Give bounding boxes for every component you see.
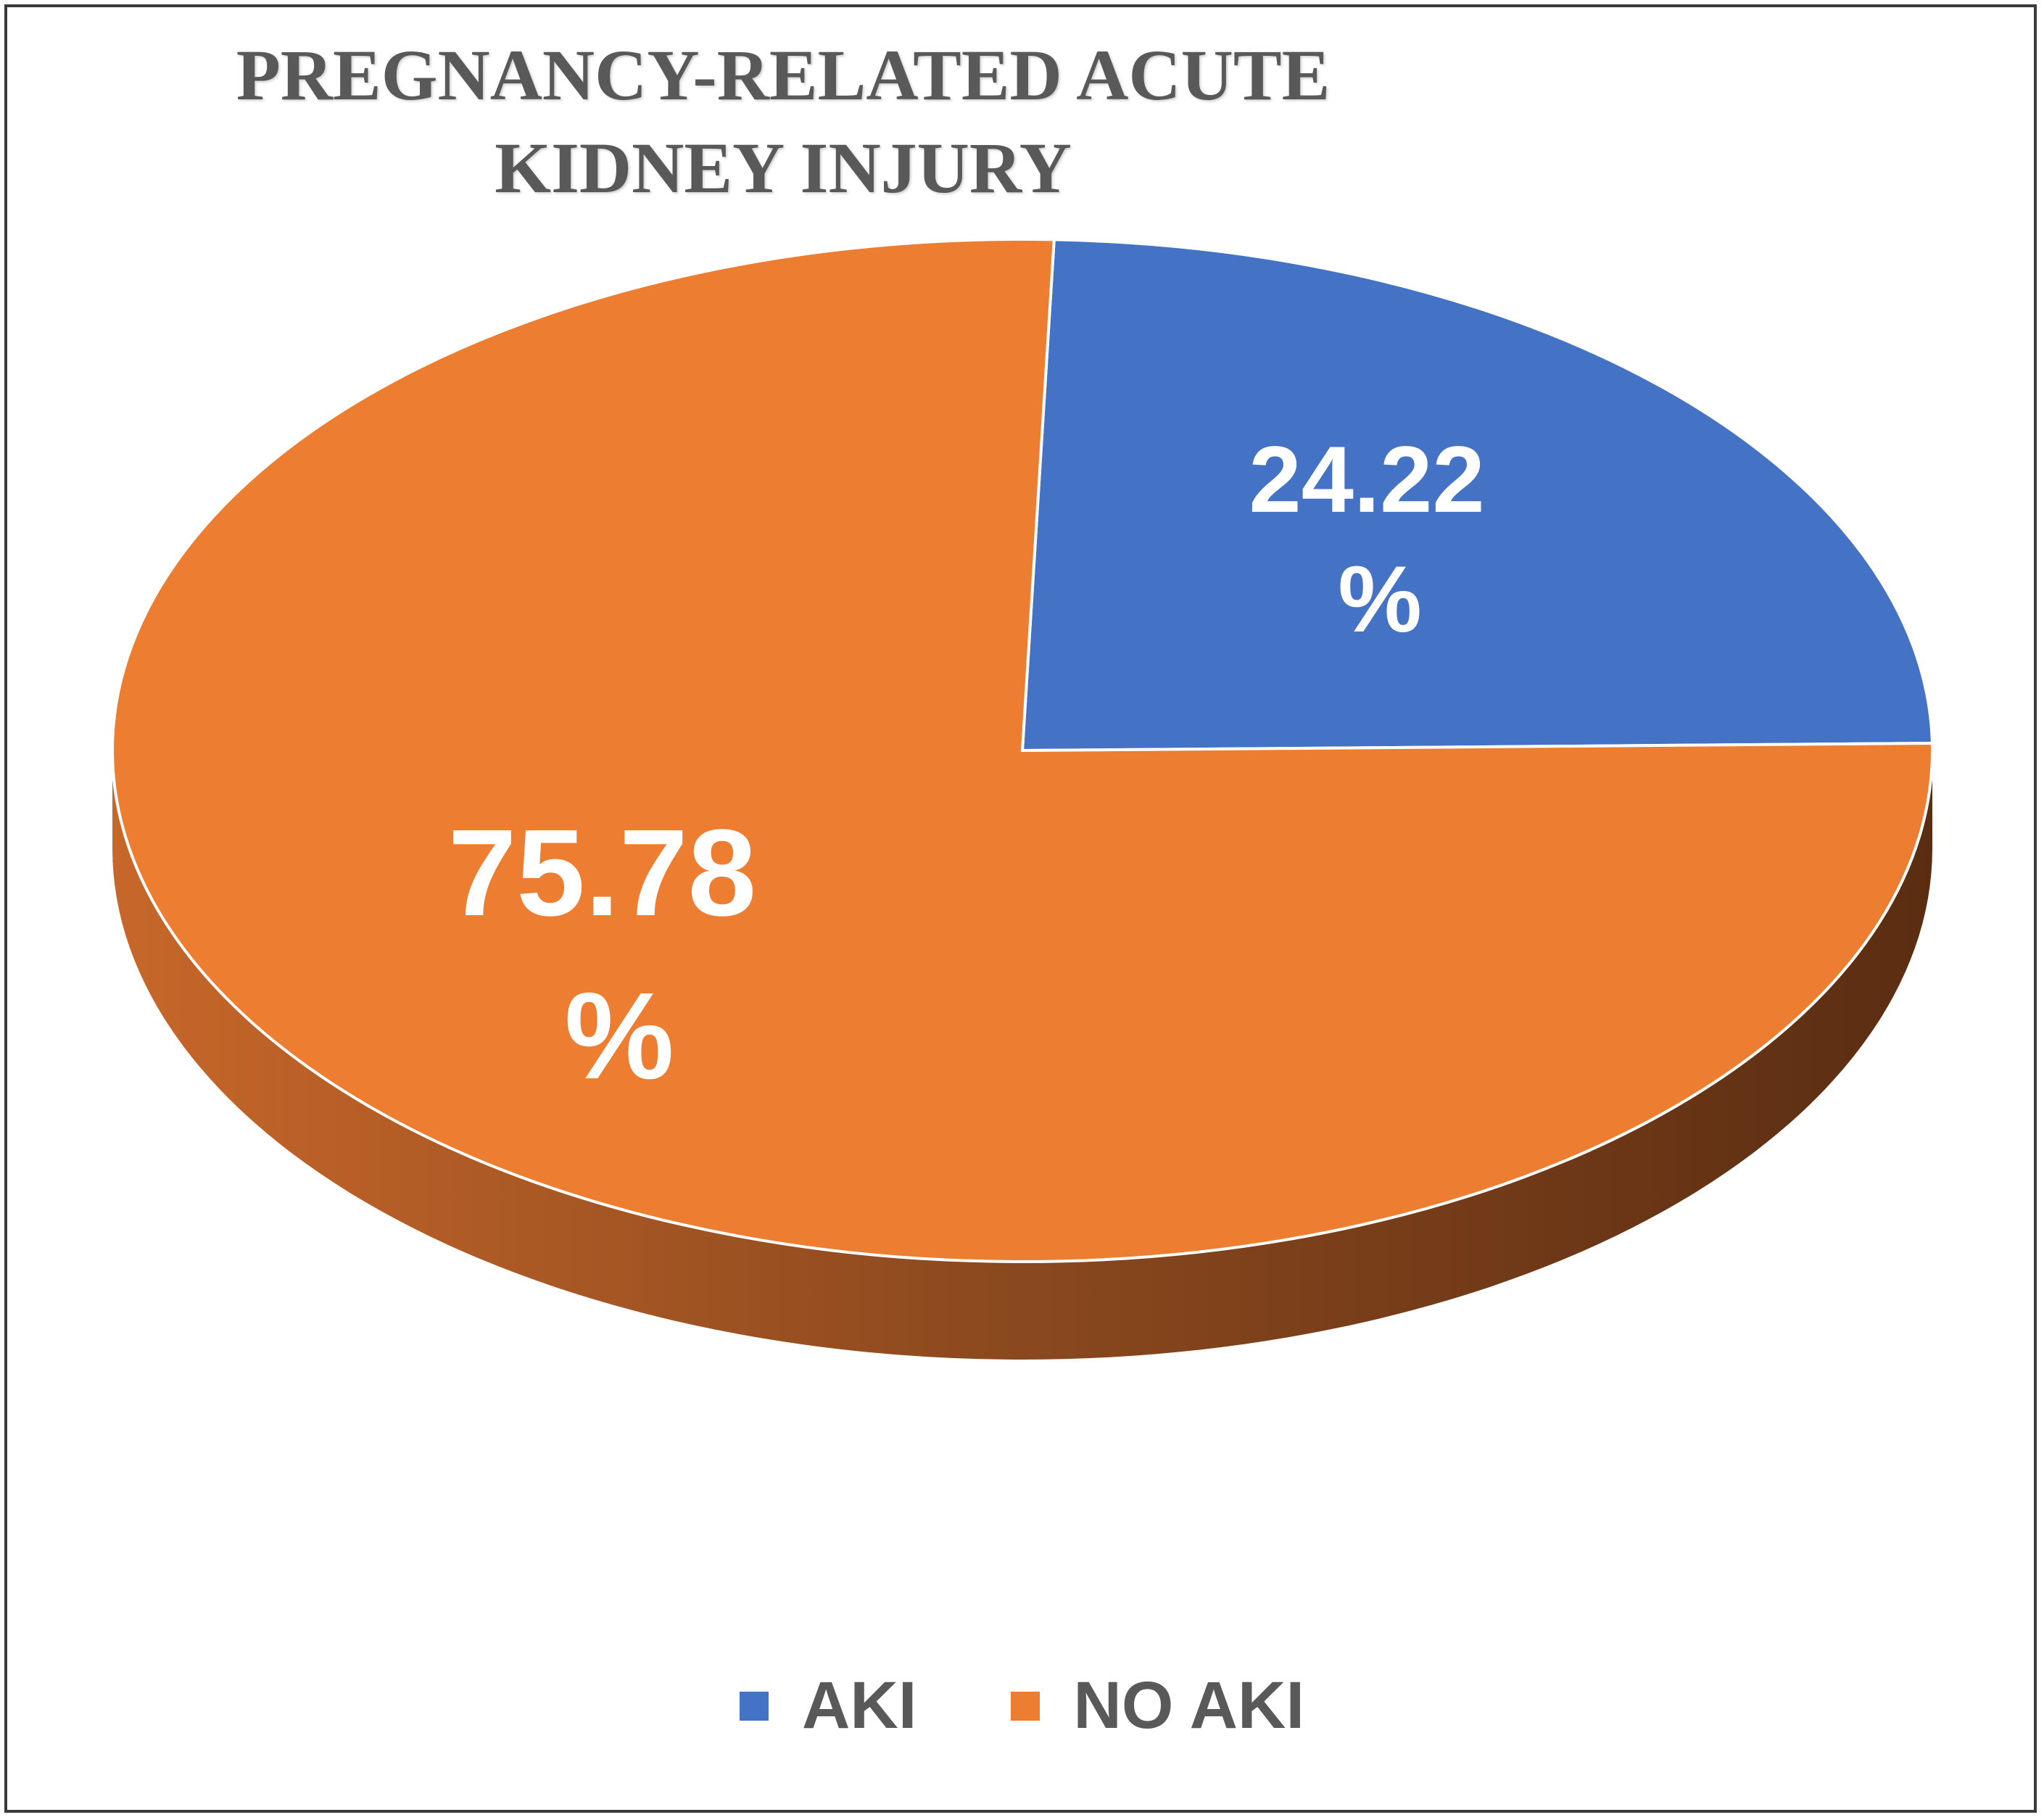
data-label-no-aki-percent: % — [565, 967, 674, 1105]
legend-item-no-aki[interactable]: NO AKI — [1011, 1668, 1304, 1744]
chart-title: PREGNANCY-RELATED ACUTE KIDNEY INJURY — [58, 29, 1508, 215]
pie-slice-aki[interactable] — [1020, 238, 1934, 753]
chart-title-line-2: KIDNEY INJURY — [495, 128, 1072, 208]
data-label-aki: 24.22 % — [1249, 426, 1510, 652]
legend-swatch-no-aki — [1011, 1691, 1040, 1721]
data-label-aki-percent: % — [1338, 546, 1422, 652]
data-label-no-aki: 75.78 % — [448, 804, 791, 1105]
pie-side-wall — [112, 750, 1932, 1360]
pie-slice-no-aki[interactable] — [111, 238, 1934, 1263]
chart-title-line-1: PREGNANCY-RELATED ACUTE — [236, 35, 1331, 115]
data-label-no-aki-value: 75.78 — [448, 804, 756, 942]
legend-label-no-aki: NO AKI — [1073, 1668, 1305, 1742]
legend: AKI NO AKI — [0, 1668, 2044, 1744]
data-label-aki-value: 24.22 — [1249, 426, 1484, 532]
legend-swatch-aki — [739, 1691, 769, 1721]
legend-label-aki: AKI — [801, 1668, 917, 1742]
legend-item-aki[interactable]: AKI — [739, 1668, 917, 1744]
